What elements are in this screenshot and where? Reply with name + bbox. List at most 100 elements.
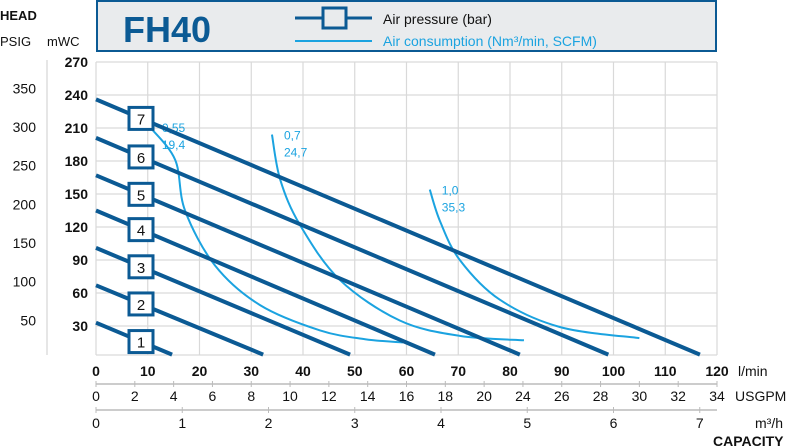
y-ticks: 30 60 90 120 150 180 210 240 270 50 100 150 200 250 30…	[13, 54, 89, 334]
x-tick-label-usgpm: 32	[670, 388, 686, 404]
x-tick-label-m3h: 5	[523, 415, 531, 431]
legend-pressure-symbol	[295, 6, 372, 30]
x-unit-m3h: m³/h	[755, 415, 783, 431]
x-tick-label-usgpm: 16	[399, 388, 415, 404]
consumption-curve	[428, 189, 640, 340]
legend-consumption-unit: SCFM)	[553, 33, 597, 49]
x-tick-label-lmin: 0	[92, 363, 100, 379]
grid	[95, 61, 718, 356]
x-tick-label-usgpm: 28	[593, 388, 609, 404]
x-tick-label-usgpm: 12	[321, 388, 337, 404]
pressure-box	[127, 329, 155, 355]
pressure-box	[127, 181, 155, 207]
x-tick-label-m3h: 1	[178, 415, 186, 431]
y-tick-label-mwc: 240	[65, 87, 89, 103]
x-tick-label-usgpm: 34	[709, 388, 725, 404]
x-tick-label-usgpm: 8	[247, 388, 255, 404]
pressure-line	[95, 173, 521, 357]
pressure-box	[127, 254, 155, 280]
x-tick-label-usgpm: 4	[170, 388, 178, 404]
x-tick-label-lmin: 100	[602, 363, 626, 379]
x-tick-label-usgpm: 0	[92, 388, 100, 404]
pressure-line	[95, 283, 264, 357]
y-tick-label-mwc: 120	[65, 219, 89, 235]
consumption-label-scfm: 24,7	[284, 146, 308, 160]
pressure-label: 7	[137, 111, 145, 128]
x-tick-label-usgpm: 6	[209, 388, 217, 404]
pressure-box	[127, 291, 155, 317]
pressure-box	[127, 105, 155, 131]
pressure-label: 4	[137, 223, 145, 240]
y-tick-label-psig: 250	[13, 158, 37, 174]
x-tick-label-lmin: 110	[654, 363, 677, 379]
y-tick-label-psig: 200	[13, 196, 37, 212]
pressure-line	[95, 136, 610, 357]
legend-consumption-label: Air consumption (Nm³/min, SCFM)	[383, 33, 597, 49]
consumption-curve	[149, 126, 403, 344]
x-tick-label-lmin: 120	[705, 363, 729, 379]
x-tick-label-lmin: 50	[347, 363, 363, 379]
x-tick-label-usgpm: 14	[360, 388, 376, 404]
y-tick-label-mwc: 90	[72, 252, 88, 268]
consumption-label-scfm: 35,3	[442, 201, 466, 215]
x-tick-label-lmin: 40	[295, 363, 311, 379]
pressure-box	[127, 144, 155, 170]
y-secondary-unit: PSIG	[0, 34, 31, 49]
x-tick-label-m3h: 6	[610, 415, 618, 431]
y-tick-label-mwc: 270	[65, 54, 89, 70]
y-tick-label-mwc: 30	[72, 318, 88, 334]
legend-box	[96, 0, 717, 52]
x-tick-label-lmin: 70	[450, 363, 466, 379]
pressure-lines: 1 2 3 4 5 6 7	[95, 97, 701, 357]
x-tick-label-m3h: 0	[92, 415, 100, 431]
legend-consumption-main: Air consumption (Nm³/min,	[383, 33, 549, 49]
pressure-label: 6	[137, 150, 145, 167]
x-tick-label-lmin: 60	[399, 363, 415, 379]
x-tick-label-m3h: 3	[351, 415, 359, 431]
x-tick-label-usgpm: 20	[476, 388, 492, 404]
x-tick-label-m3h: 7	[696, 415, 704, 431]
x-tick-label-lmin: 80	[502, 363, 518, 379]
y-tick-label-psig: 150	[13, 235, 37, 251]
x-tick-label-usgpm: 24	[515, 388, 531, 404]
y-tick-label-psig: 50	[20, 312, 36, 328]
consumption-label-nm3: 0,7	[284, 129, 301, 143]
pressure-line	[95, 97, 701, 357]
x-tick-label-usgpm: 2	[131, 388, 139, 404]
y-tick-label-mwc: 150	[65, 186, 89, 202]
consumption-label-scfm: 19,4	[162, 138, 186, 152]
x-tick-label-lmin: 20	[192, 363, 208, 379]
consumption-label-nm3: 1,0	[442, 184, 459, 198]
y-tick-label-psig: 350	[13, 80, 37, 96]
x-tick-label-lmin: 90	[554, 363, 570, 379]
legend-pressure-label: Air pressure (bar)	[383, 11, 492, 27]
chart-title: FH40	[123, 9, 211, 50]
pressure-box	[127, 217, 155, 243]
x-unit-lmin: l/min	[738, 363, 768, 379]
x-tick-label-usgpm: 18	[438, 388, 454, 404]
pressure-label: 2	[137, 297, 145, 314]
consumption-curve	[270, 134, 525, 342]
y-tick-label-mwc: 210	[65, 120, 89, 136]
y-tick-label-mwc: 60	[72, 285, 88, 301]
y-tick-label-psig: 100	[13, 274, 37, 290]
y-primary-unit: mWC	[47, 34, 80, 49]
pressure-label: 5	[137, 187, 145, 204]
x-tick-label-usgpm: 30	[632, 388, 648, 404]
x-tick-label-m3h: 4	[437, 415, 445, 431]
pressure-label: 1	[137, 335, 145, 352]
y-tick-label-mwc: 180	[65, 153, 89, 169]
x-tick-label-lmin: 30	[243, 363, 259, 379]
x-tick-label-lmin: 10	[140, 363, 156, 379]
x-tick-label-m3h: 2	[265, 415, 273, 431]
pressure-label: 3	[137, 260, 145, 277]
y-axis-title: HEAD	[0, 8, 37, 23]
x-unit-usgpm: USGPM	[735, 388, 786, 404]
y-tick-label-psig: 300	[13, 119, 37, 135]
x-axis-title: CAPACITY	[713, 433, 784, 448]
x-tick-label-usgpm: 10	[282, 388, 298, 404]
x-tick-label-usgpm: 26	[554, 388, 570, 404]
